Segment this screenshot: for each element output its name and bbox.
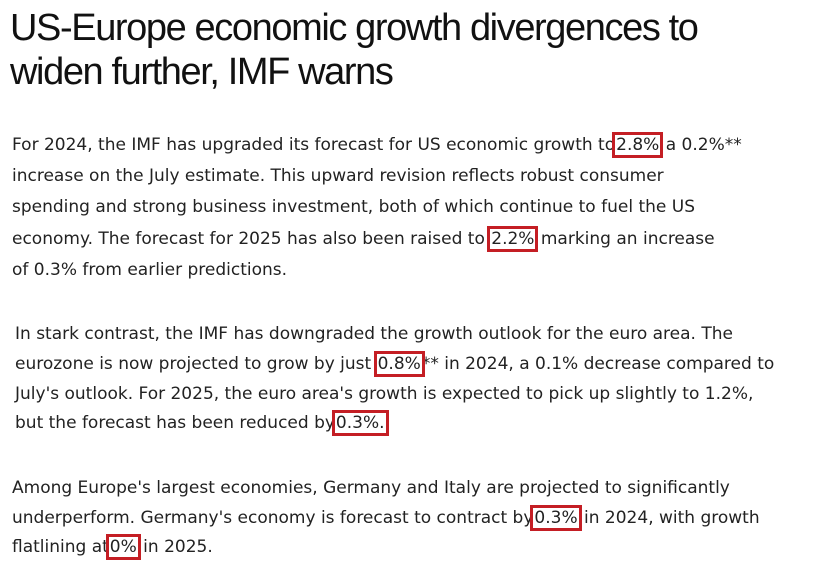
text-segment: flatlining at — [12, 537, 109, 558]
highlighted-figure-euro-2024: 0.8% — [373, 350, 425, 377]
text-segment: underperform. Germany's economy is forec… — [12, 507, 534, 528]
text-segment: in 2025. — [137, 537, 213, 558]
paragraph-line: economy. The forecast for 2025 has also … — [12, 224, 742, 255]
paragraph-line: increase on the July estimate. This upwa… — [12, 166, 664, 187]
text-segment: For 2024, the IMF has upgraded its forec… — [12, 135, 616, 155]
text-segment: a 0.2%** — [660, 135, 742, 155]
paragraph-line: spending and strong business investment,… — [12, 197, 695, 218]
paragraph-line: of 0.3% from earlier predictions. — [12, 259, 288, 280]
text-segment: eurozone is now projected to grow by jus… — [15, 353, 377, 374]
text-segment: marking an increase — [535, 228, 715, 249]
highlighted-figure-euro-reduction: 0.3%. — [331, 410, 389, 437]
paragraph-line: underperform. Germany's economy is forec… — [12, 504, 760, 534]
text-segment: economy. The forecast for 2025 has also … — [12, 228, 491, 249]
headline-line-1: US-Europe economic growth divergences to — [10, 7, 699, 49]
paragraph-line: July's outlook. For 2025, the euro area'… — [15, 383, 754, 404]
text-segment: in 2024, with growth — [578, 507, 760, 528]
paragraph-line: In stark contrast, the IMF has downgrade… — [15, 324, 733, 344]
paragraph-euro-area-forecast: In stark contrast, the IMF has downgrade… — [15, 320, 774, 439]
headline-line-2: widen further, IMF warns — [10, 51, 394, 93]
paragraph-line: flatlining at0% in 2025. — [12, 533, 760, 563]
paragraph-line: eurozone is now projected to grow by jus… — [15, 350, 774, 380]
highlighted-figure-germany-2024: 0.3% — [530, 504, 582, 531]
highlighted-figure-us-2024: 2.8% — [612, 132, 664, 158]
text-segment: ** in 2024, a 0.1% decrease compared to — [421, 353, 775, 374]
paragraph-line: For 2024, the IMF has upgraded its forec… — [12, 130, 742, 161]
highlighted-figure-us-2025: 2.2% — [487, 225, 539, 252]
paragraph-germany-italy: Among Europe's largest economies, German… — [12, 474, 760, 563]
paragraph-us-forecast: For 2024, the IMF has upgraded its forec… — [12, 130, 742, 286]
text-segment: but the forecast has been reduced by — [15, 413, 335, 434]
article-headline: US-Europe economic growth divergences to… — [10, 6, 825, 94]
paragraph-line: but the forecast has been reduced by0.3%… — [15, 409, 774, 439]
highlighted-figure-germany-2025: 0% — [105, 534, 141, 561]
paragraph-line: Among Europe's largest economies, German… — [12, 478, 730, 498]
